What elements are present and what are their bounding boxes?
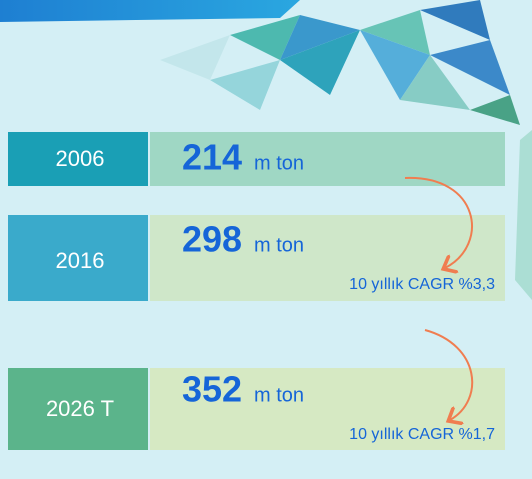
year: 2016 xyxy=(56,248,105,273)
value: 214 xyxy=(182,137,242,178)
unit: m ton xyxy=(254,152,304,174)
value: 298 xyxy=(182,219,242,260)
unit: m ton xyxy=(254,384,304,406)
year: 2026 T xyxy=(46,396,114,421)
infographic: 2006 214 m ton 2016 298 m ton 10 yıllık … xyxy=(0,0,532,479)
year: 2006 xyxy=(56,146,105,171)
unit: m ton xyxy=(254,234,304,256)
cagr: 10 yıllık CAGR %3,3 xyxy=(349,276,495,293)
value: 352 xyxy=(182,369,242,410)
cagr: 10 yıllık CAGR %1,7 xyxy=(349,426,495,443)
